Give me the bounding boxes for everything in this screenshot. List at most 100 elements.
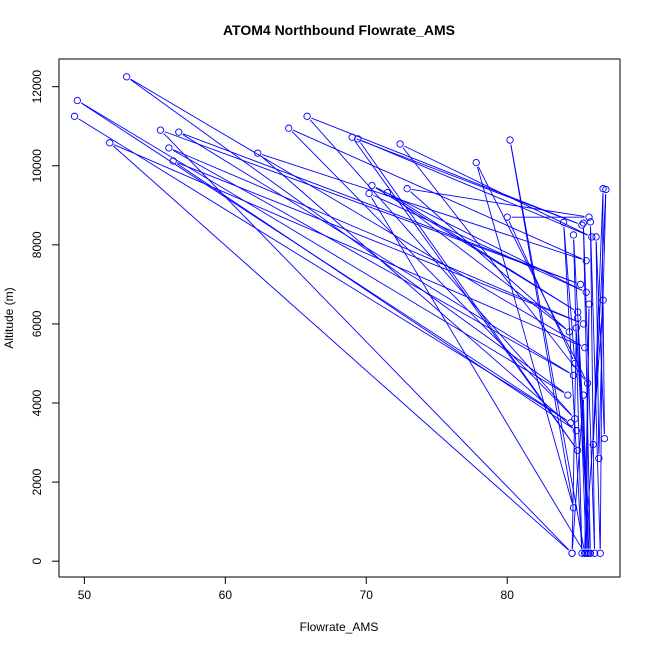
series-segment [309, 119, 573, 416]
data-point [576, 280, 585, 289]
data-point [567, 419, 575, 427]
data-point [565, 328, 573, 336]
y-tick-label: 10000 [30, 149, 44, 183]
data-point [595, 454, 603, 463]
data-point [571, 359, 579, 368]
series-segment [113, 144, 581, 347]
series-segment [404, 145, 588, 236]
data-point [564, 391, 572, 399]
series-segment [590, 226, 596, 549]
series-segment [402, 147, 586, 380]
x-tick-label: 60 [219, 588, 233, 602]
data-point [396, 140, 404, 148]
data-point [596, 549, 604, 557]
series-layer [70, 73, 610, 557]
data-point [599, 296, 607, 304]
data-point [354, 135, 362, 143]
series-segment [371, 197, 583, 550]
series-segment [410, 191, 567, 330]
series-segment [173, 149, 580, 323]
series-segment [356, 138, 578, 224]
data-point [581, 344, 589, 352]
data-point [586, 218, 595, 226]
series-segment [598, 194, 607, 454]
plot-frame [58, 58, 621, 578]
series-segment [563, 226, 575, 359]
data-point [585, 300, 593, 308]
data-point [579, 219, 588, 227]
series-segment [360, 142, 576, 447]
series-segment [563, 226, 583, 549]
y-tick-label: 12000 [30, 70, 44, 104]
series-segment [373, 194, 583, 291]
data-point [582, 257, 590, 265]
y-tick-label: 6000 [30, 310, 44, 337]
data-point [403, 185, 411, 193]
series-segment [354, 140, 576, 447]
data-point [559, 218, 568, 226]
chart-title: ATOM4 Northbound Flowrate_AMS [223, 22, 455, 38]
series-segment [375, 187, 583, 291]
data-point [583, 379, 592, 387]
series-segment [592, 193, 604, 440]
data-point [572, 324, 580, 332]
data-point [583, 549, 592, 557]
series-segment [602, 304, 605, 435]
data-point [506, 136, 514, 144]
data-point [579, 320, 588, 328]
series-segment [163, 133, 570, 551]
data-point [285, 124, 293, 132]
series-segment [584, 304, 604, 549]
data-point [175, 128, 183, 136]
data-point [73, 96, 81, 105]
series-segment [573, 239, 591, 549]
data-point [574, 446, 582, 455]
series-segment [508, 221, 574, 360]
data-point [383, 189, 392, 197]
data-point [585, 213, 593, 221]
data-point [574, 314, 582, 322]
data-point [569, 504, 578, 512]
data-point [578, 221, 586, 229]
data-point [582, 288, 590, 296]
data-point [472, 158, 480, 167]
series-segment [182, 134, 570, 374]
data-point [578, 549, 586, 557]
series-segment [583, 399, 588, 549]
x-axis-label: Flowrate_AMS [300, 620, 379, 634]
series-segment [176, 163, 573, 429]
data-point [590, 549, 599, 557]
series-segment [164, 131, 577, 284]
series-segment [311, 117, 578, 224]
data-point [600, 434, 609, 443]
x-tick-label: 70 [360, 588, 374, 602]
series-segment [361, 140, 588, 236]
data-point [571, 415, 579, 423]
data-point [568, 549, 576, 557]
series-segment [510, 144, 585, 549]
y-axis: 0 2000 4000 6000 8000 10000 12000 [30, 70, 60, 565]
data-point [165, 144, 173, 152]
series-segment [130, 78, 582, 346]
series-segment [573, 239, 583, 549]
y-tick-label: 2000 [30, 468, 44, 495]
series-segment [112, 145, 569, 551]
series-segment [477, 166, 586, 380]
data-point [254, 149, 262, 157]
data-point [574, 308, 582, 316]
data-point [368, 181, 376, 190]
data-point [572, 427, 580, 435]
series-segment [81, 102, 565, 394]
series-segment [510, 144, 574, 504]
series-segment [477, 166, 573, 504]
series-segment [292, 129, 583, 260]
data-point [70, 112, 79, 120]
data-point [503, 213, 511, 221]
data-point [599, 185, 607, 193]
series-segment [291, 131, 572, 416]
x-tick-label: 50 [78, 588, 92, 602]
y-axis-label: Altitude (m) [2, 287, 16, 348]
y-tick-label: 0 [30, 558, 44, 565]
data-point [123, 73, 131, 81]
